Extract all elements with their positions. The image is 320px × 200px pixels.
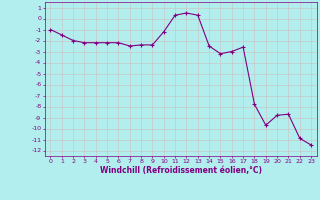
X-axis label: Windchill (Refroidissement éolien,°C): Windchill (Refroidissement éolien,°C)	[100, 166, 262, 175]
